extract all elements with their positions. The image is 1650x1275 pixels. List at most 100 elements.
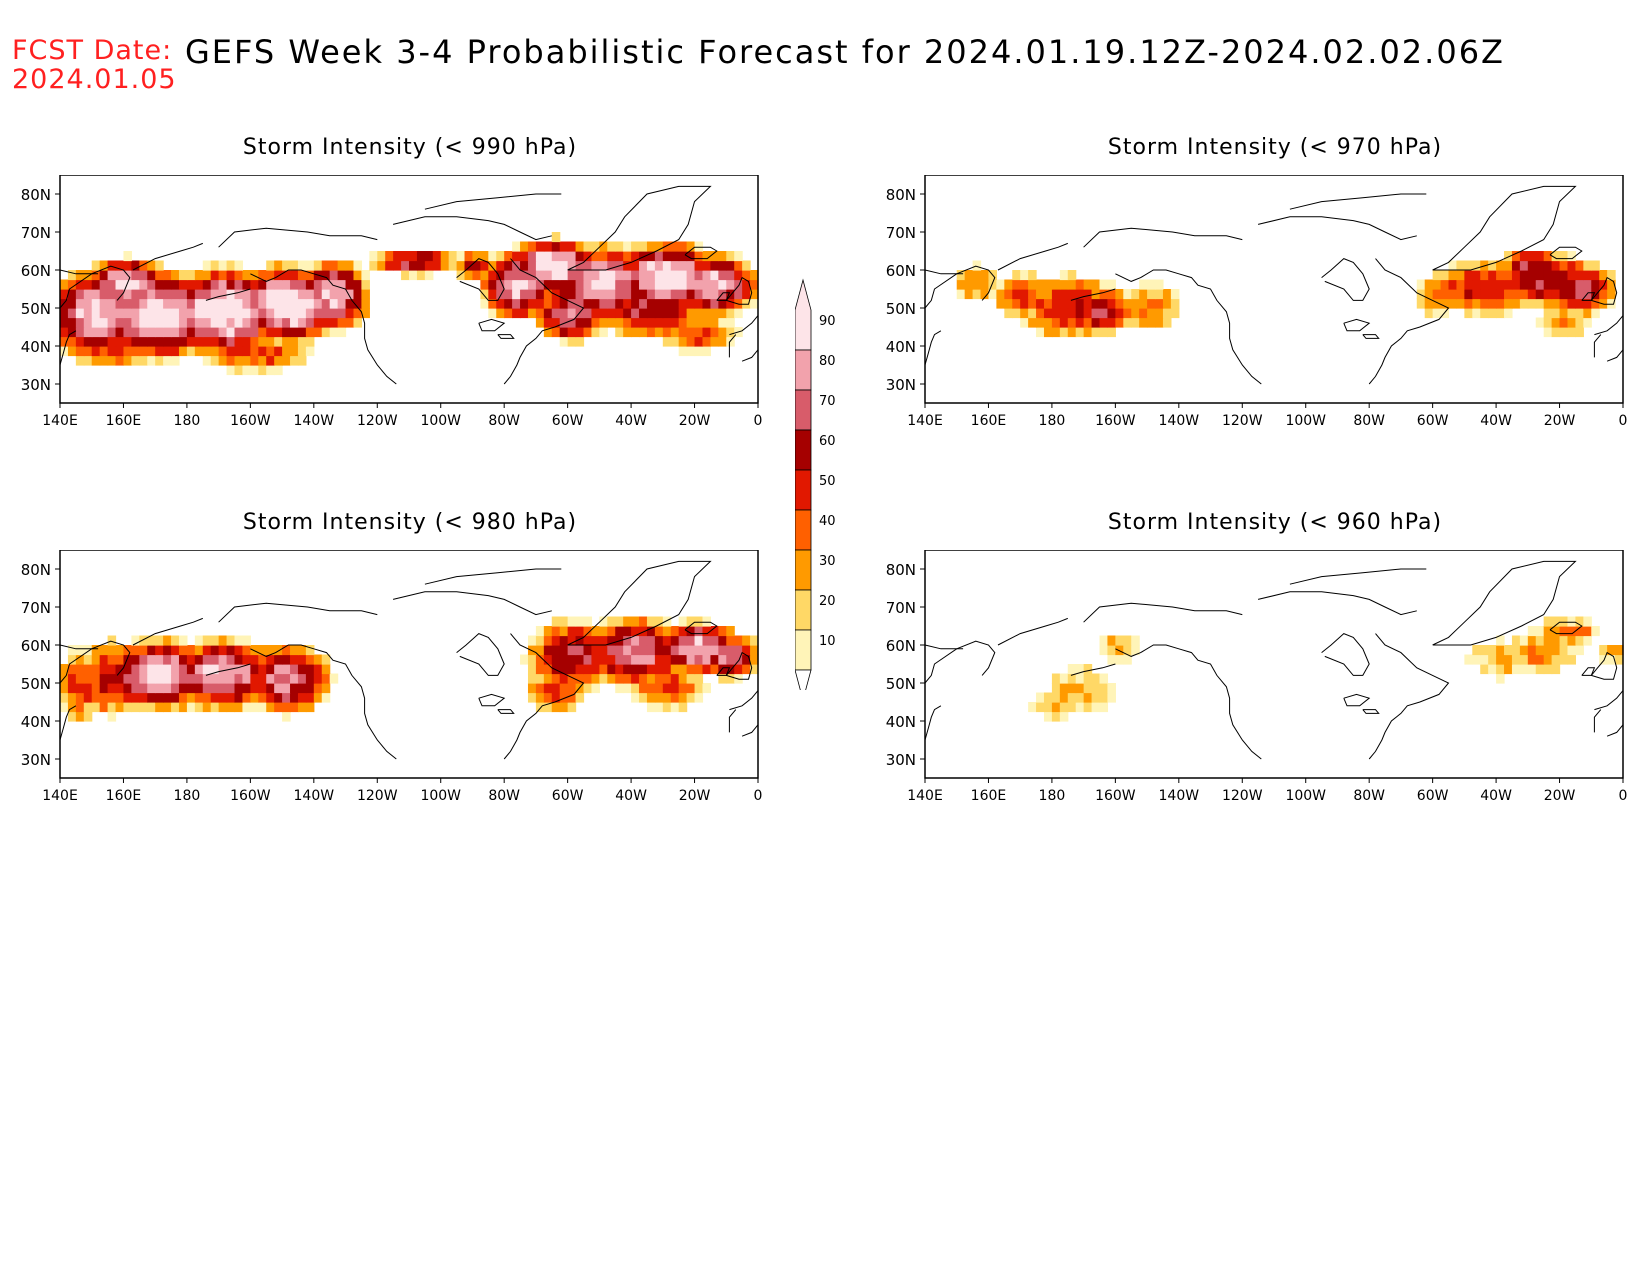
- probability-cell: [75, 327, 85, 338]
- probability-cell: [702, 298, 712, 309]
- probability-cell: [686, 616, 696, 627]
- probability-cell: [1543, 289, 1553, 300]
- probability-cell: [1067, 289, 1077, 300]
- coastline: [1083, 227, 1243, 248]
- probability-cell: [488, 289, 497, 300]
- lon-label: 20W: [679, 788, 711, 804]
- probability-cell: [274, 664, 283, 675]
- probability-cell: [670, 241, 680, 252]
- probability-cell: [734, 289, 743, 300]
- coastline: [684, 246, 718, 260]
- probability-cell: [321, 317, 331, 328]
- probability-cell: [178, 270, 188, 281]
- probability-cell: [163, 355, 172, 366]
- probability-cell: [115, 346, 125, 357]
- probability-cell: [1099, 298, 1109, 309]
- probability-cell: [575, 251, 585, 262]
- probability-cell: [718, 270, 727, 281]
- probability-cell: [123, 683, 132, 694]
- probability-cell: [1170, 308, 1180, 319]
- probability-cell: [163, 346, 172, 357]
- probability-cell: [591, 270, 600, 281]
- probability-cell: [583, 654, 593, 665]
- probability-cell: [210, 635, 220, 646]
- probability-cell: [591, 626, 600, 637]
- probability-cell: [670, 673, 680, 684]
- probability-cell: [1059, 692, 1069, 703]
- probability-cell: [1535, 626, 1545, 637]
- probability-cell: [226, 673, 236, 684]
- probability-cell: [670, 251, 680, 262]
- probability-cell: [171, 346, 180, 357]
- probability-cell: [631, 260, 640, 271]
- probability-cell: [329, 327, 339, 338]
- probability-cell: [67, 346, 77, 357]
- probability-cell: [60, 692, 69, 703]
- probability-cell: [1480, 298, 1489, 309]
- probability-cell: [670, 654, 680, 665]
- probability-cell: [313, 289, 323, 300]
- probability-cell: [1162, 289, 1172, 300]
- probability-cell: [662, 251, 672, 262]
- probability-cell: [1440, 298, 1450, 309]
- probability-field: [956, 251, 1616, 338]
- coastline: [1594, 690, 1624, 711]
- probability-cell: [218, 289, 228, 300]
- probability-cell: [535, 317, 545, 328]
- lon-label: 20W: [1544, 413, 1576, 429]
- probability-cell: [551, 298, 561, 309]
- probability-cell: [694, 251, 704, 262]
- probability-cell: [115, 260, 125, 271]
- probability-cell: [194, 635, 204, 646]
- probability-cell: [1575, 260, 1584, 271]
- probability-cell: [694, 336, 704, 347]
- probability-cell: [567, 654, 577, 665]
- probability-cell: [1567, 260, 1577, 271]
- probability-cell: [297, 336, 307, 347]
- probability-cell: [226, 298, 236, 309]
- probability-cell: [1567, 626, 1577, 637]
- probability-cell: [1067, 279, 1077, 290]
- probability-cell: [234, 308, 244, 319]
- probability-cell: [1559, 298, 1569, 309]
- probability-cell: [1131, 635, 1140, 646]
- probability-cell: [662, 635, 672, 646]
- probability-cell: [1051, 673, 1061, 684]
- probability-cell: [266, 260, 275, 271]
- probability-cell: [147, 654, 156, 665]
- probability-cell: [678, 298, 688, 309]
- coastline: [392, 216, 552, 241]
- coastline: [59, 640, 131, 684]
- probability-cell: [282, 298, 291, 309]
- probability-cell: [1004, 279, 1013, 290]
- probability-cell: [274, 336, 283, 347]
- probability-cell: [1051, 711, 1061, 722]
- probability-cell: [337, 308, 347, 319]
- probability-cell: [726, 664, 735, 675]
- probability-cell: [1051, 702, 1061, 713]
- probability-cell: [91, 673, 101, 684]
- probability-cell: [1075, 279, 1085, 290]
- probability-cell: [1456, 279, 1465, 290]
- probability-cell: [67, 270, 77, 281]
- probability-cell: [83, 711, 93, 722]
- probability-cell: [107, 692, 117, 703]
- probability-cell: [750, 664, 759, 675]
- probability-cell: [623, 270, 632, 281]
- probability-cell: [504, 270, 513, 281]
- probability-cell: [686, 270, 696, 281]
- probability-cell: [559, 616, 569, 627]
- probability-cell: [337, 327, 347, 338]
- probability-cell: [639, 692, 648, 703]
- probability-cell: [734, 260, 743, 271]
- probability-cell: [535, 289, 545, 300]
- probability-cell: [186, 336, 196, 347]
- probability-cell: [194, 308, 204, 319]
- probability-cell: [1004, 298, 1013, 309]
- probability-cell: [980, 279, 990, 290]
- probability-cell: [1535, 635, 1545, 646]
- probability-cell: [1504, 654, 1513, 665]
- probability-cell: [623, 645, 632, 656]
- probability-cell: [178, 279, 188, 290]
- probability-cell: [1511, 664, 1521, 675]
